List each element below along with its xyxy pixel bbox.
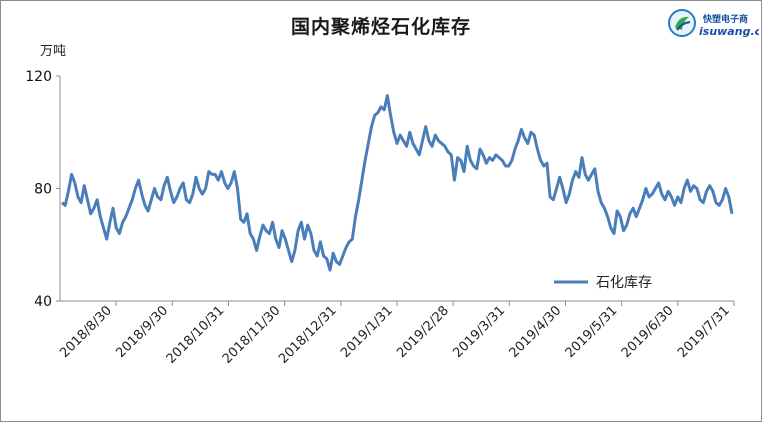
legend-label: 石化库存: [596, 275, 652, 291]
x-tick-label: 2019/6/30: [619, 303, 677, 361]
x-tick-label: 2018/9/30: [113, 303, 171, 361]
y-axis-unit-label: 万吨: [40, 44, 67, 59]
x-tick-label: 2019/1/31: [338, 303, 396, 361]
logo-text-en: isuwang.cc: [699, 25, 759, 38]
chart-title: 国内聚烯烃石化库存: [290, 16, 471, 38]
x-tick-label: 2018/8/30: [57, 303, 115, 361]
x-tick-label: 2018/12/31: [276, 303, 340, 367]
y-tick-label: 40: [34, 294, 52, 310]
x-tick-label: 2019/3/31: [450, 303, 508, 361]
x-tick-label: 2019/2/28: [394, 303, 452, 361]
x-tick-label: 2019/4/30: [507, 303, 565, 361]
series-line: [61, 94, 734, 272]
isuwang-logo: 快塑电子商 isuwang.cc: [667, 8, 762, 42]
plot-area: 40801202018/8/302018/9/302018/10/312018/…: [25, 69, 735, 367]
x-tick-label: 2019/5/31: [563, 303, 621, 361]
logo-badge-icon: [668, 9, 696, 37]
y-tick-label: 80: [34, 182, 52, 198]
logo-text-cn: 快塑电子商: [703, 15, 749, 25]
y-tick-label: 120: [25, 69, 52, 85]
x-tick-label: 2018/10/31: [164, 303, 228, 367]
x-tick-label: 2019/7/31: [675, 303, 733, 361]
x-tick-label: 2018/11/30: [220, 303, 284, 367]
